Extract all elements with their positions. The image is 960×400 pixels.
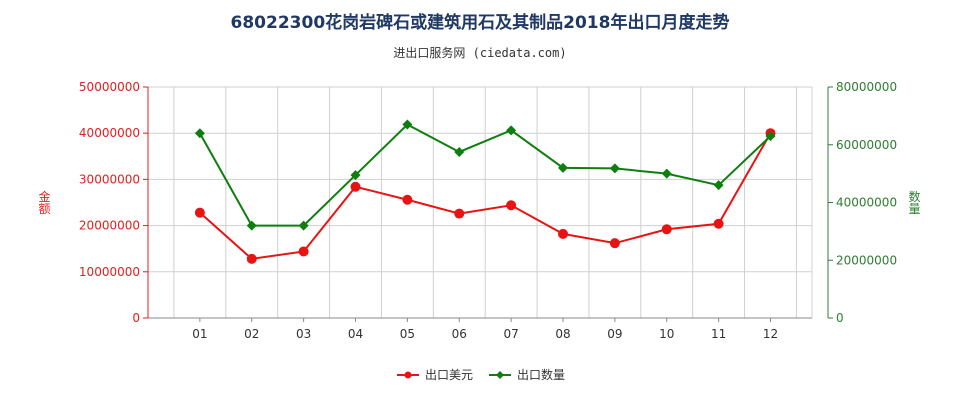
data-point-1 (506, 200, 517, 211)
data-point-1 (194, 207, 205, 218)
right-tick-label: 0 (836, 311, 844, 325)
data-point-1 (558, 228, 568, 239)
data-point-1 (246, 253, 257, 264)
right-tick-label: 40000000 (836, 196, 897, 210)
legend: 出口美元 出口数量 (397, 367, 565, 382)
data-point-1 (661, 224, 672, 235)
data-point-1 (609, 238, 620, 249)
data-point-2 (402, 119, 413, 130)
x-tick-label: 01 (192, 327, 207, 341)
legend-marker-1 (404, 371, 412, 379)
data-point-1 (350, 181, 361, 192)
data-point-2 (350, 170, 361, 181)
data-point-2 (661, 168, 672, 179)
data-point-2 (194, 128, 205, 139)
x-tick-label: 04 (348, 327, 363, 341)
data-point-2 (765, 131, 776, 142)
left-tick-label: 50000000 (79, 80, 140, 94)
left-tick-label: 30000000 (79, 172, 140, 186)
data-point-2 (558, 162, 568, 173)
right-axis-title: 数量 (907, 189, 921, 214)
data-point-1 (713, 218, 724, 229)
data-point-1 (402, 194, 413, 205)
left-tick-label: 20000000 (79, 219, 140, 233)
data-point-1 (298, 246, 309, 257)
data-point-2 (506, 125, 517, 136)
x-tick-label: 09 (607, 327, 622, 341)
x-tick-label: 11 (711, 327, 726, 341)
data-point-2 (246, 220, 257, 231)
chart-title: 68022300花岗岩碑石或建筑用石及其制品2018年出口月度走势 (230, 13, 730, 33)
series-line-2 (199, 123, 772, 227)
data-point-2 (298, 220, 309, 231)
right-tick-label: 20000000 (836, 253, 897, 267)
left-tick-label: 10000000 (79, 265, 140, 279)
left-tick-label: 40000000 (79, 126, 140, 140)
x-tick-label: 08 (555, 327, 570, 341)
legend-label-1: 出口美元 (425, 368, 473, 382)
data-point-2 (713, 180, 724, 191)
x-tick-label: 03 (296, 327, 311, 341)
left-axis-title: 金额 (37, 189, 51, 215)
x-tick-label: 07 (503, 327, 518, 341)
data-point-2 (609, 163, 620, 174)
series-layer (194, 119, 776, 264)
series-line-1 (199, 132, 772, 260)
data-point-1 (454, 208, 465, 219)
legend-label-2: 出口数量 (517, 367, 565, 382)
axes: 0 10000000 20000000 30000000 40000000 5000000… (37, 80, 921, 341)
grid-lines (148, 86, 812, 318)
right-tick-label: 80000000 (836, 80, 897, 94)
left-tick-label: 0 (132, 311, 140, 325)
x-tick-label: 06 (452, 327, 467, 341)
x-tick-label: 12 (763, 327, 778, 341)
x-tick-label: 02 (244, 327, 259, 341)
x-tick-label: 05 (400, 327, 415, 341)
x-tick-label: 10 (659, 327, 674, 341)
legend-marker-2 (496, 371, 504, 379)
chart-subtitle: 进出口服务网 (ciedata.com) (393, 46, 567, 60)
right-tick-label: 60000000 (836, 138, 897, 152)
data-point-2 (454, 146, 465, 157)
